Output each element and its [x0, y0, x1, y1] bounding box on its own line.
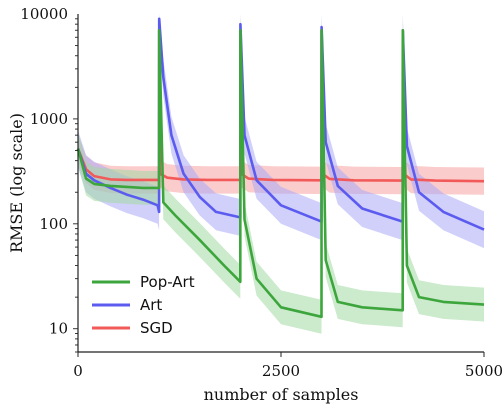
y-tick-label: 1000: [30, 110, 68, 128]
x-ticks: 0 2500 5000: [73, 352, 502, 380]
legend-label-sgd: SGD: [140, 319, 173, 337]
y-tick-label: 10: [49, 320, 68, 338]
uncertainty-bands: [78, 14, 484, 334]
y-tick-label: 10000: [20, 5, 68, 23]
y-tick-label: 100: [39, 215, 68, 233]
legend: Pop-Art Art SGD: [92, 273, 195, 337]
x-tick-label: 5000: [465, 362, 502, 380]
x-axis-label: number of samples: [204, 385, 359, 404]
legend-label-art: Art: [140, 296, 162, 314]
legend-label-pop-art: Pop-Art: [140, 273, 195, 291]
art-band: [78, 14, 484, 249]
y-ticks: 10 100 1000 10000: [20, 5, 78, 353]
pop-art-line: [76, 28, 485, 319]
x-tick-label: 0: [73, 362, 83, 380]
x-tick-label: 2500: [262, 362, 300, 380]
sgd-band: [78, 16, 484, 195]
series-lines: [76, 17, 485, 319]
y-axis-label: RMSE (log scale): [7, 113, 26, 253]
sgd-line: [76, 28, 485, 183]
